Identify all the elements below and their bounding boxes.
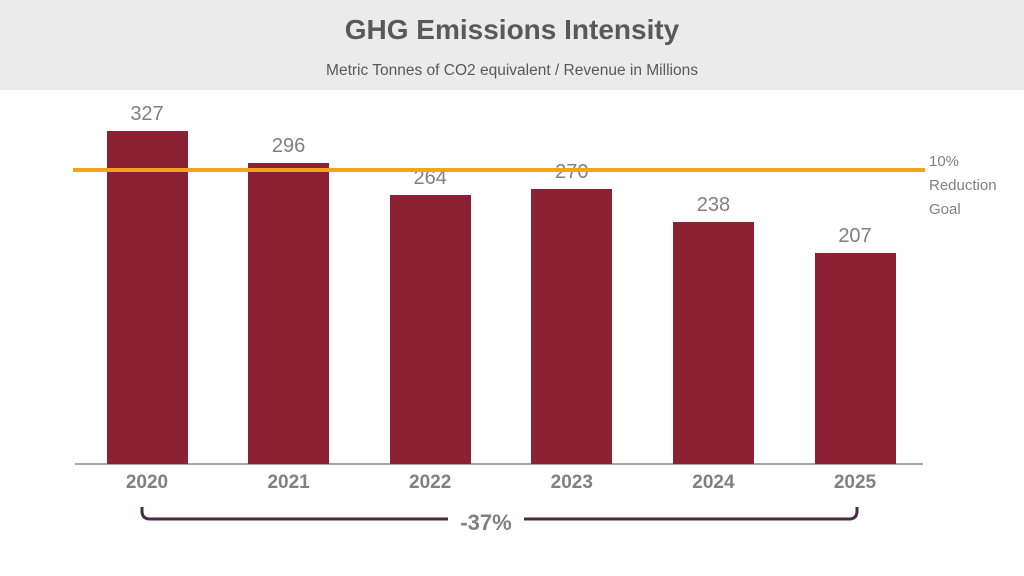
x-axis-label-2021: 2021 <box>267 472 310 493</box>
chart-subtitle: Metric Tonnes of CO2 equivalent / Revenu… <box>326 62 698 79</box>
chart-title: GHG Emissions Intensity <box>344 14 680 45</box>
reduction-delta-label: -37% <box>460 510 512 535</box>
bar-value-label-2025: 207 <box>838 225 872 247</box>
x-axis-label-2020: 2020 <box>125 472 169 493</box>
x-axis-label-2023: 2023 <box>550 472 593 493</box>
goal-line-label: 10% Reduction Goal <box>929 153 997 218</box>
x-axis-label-2022: 2022 <box>409 472 452 493</box>
bar-value-label-2024: 238 <box>696 194 731 216</box>
chart-header: GHG Emissions Intensity Metric Tonnes of… <box>0 0 1024 90</box>
x-axis-label-2025: 2025 <box>833 472 877 493</box>
bar-value-label-2022: 264 <box>413 167 447 189</box>
bar-value-label-2020: 327 <box>130 103 164 125</box>
goal-line <box>73 168 925 172</box>
bar-value-label-2023: 270 <box>555 161 589 183</box>
bar-2024 <box>672 222 754 464</box>
bar-2021 <box>248 163 330 464</box>
bar-2020 <box>106 131 188 464</box>
bar-2025 <box>814 253 896 464</box>
bar-2023 <box>531 189 613 464</box>
bar-value-label-2021: 296 <box>271 135 306 157</box>
x-axis-label-2024: 2024 <box>692 472 735 493</box>
x-axis <box>75 463 923 465</box>
bar-2022 <box>389 195 471 464</box>
